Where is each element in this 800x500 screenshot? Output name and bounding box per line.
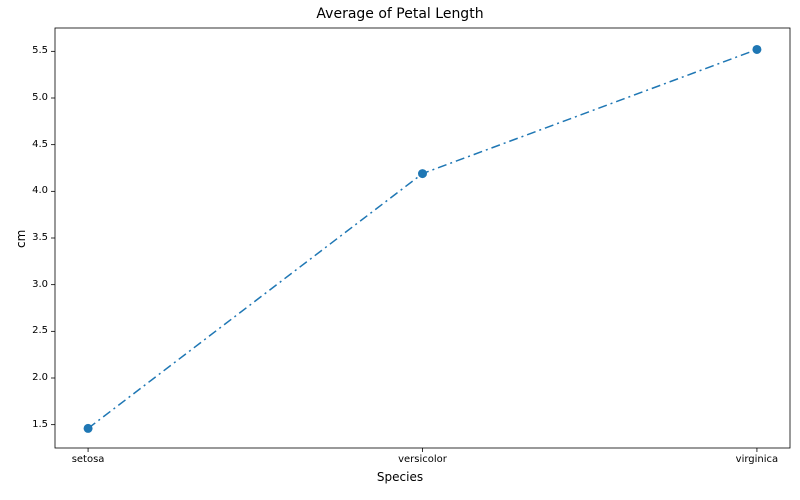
y-tick-label: 4.0 bbox=[32, 185, 48, 196]
y-tick-label: 2.5 bbox=[32, 325, 48, 336]
figure: Average of Petal Length cm Species 1.52.… bbox=[0, 0, 800, 500]
y-tick-label: 3.5 bbox=[32, 232, 48, 243]
x-tick-label: setosa bbox=[72, 454, 105, 465]
plot-area bbox=[0, 0, 800, 500]
y-tick-label: 5.5 bbox=[32, 45, 48, 56]
y-tick-label: 1.5 bbox=[32, 419, 48, 430]
y-tick-label: 2.0 bbox=[32, 372, 48, 383]
y-tick-label: 3.0 bbox=[32, 279, 48, 290]
y-tick-label: 5.0 bbox=[32, 92, 48, 103]
x-tick-label: versicolor bbox=[398, 454, 447, 465]
x-tick-label: virginica bbox=[736, 454, 779, 465]
y-tick-label: 4.5 bbox=[32, 139, 48, 150]
